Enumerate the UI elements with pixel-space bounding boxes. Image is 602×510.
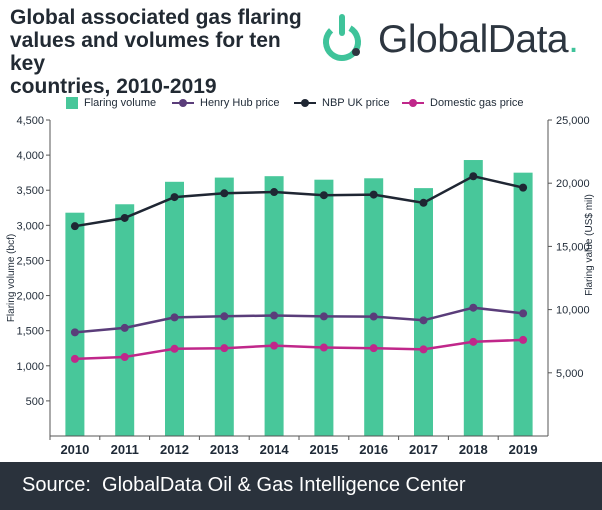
y2-tick-label: 5,000	[556, 368, 584, 380]
point-henry-hub-2012	[170, 313, 179, 322]
lines-layer	[70, 172, 528, 363]
point-nbp-2015	[319, 191, 328, 200]
x-tick-label: 2012	[160, 442, 189, 457]
globaldata-logo-text: GlobalData.	[378, 18, 579, 61]
legend-swatch-domestic	[402, 97, 424, 109]
chart-title: Global associated gas flaring values and…	[10, 6, 310, 98]
x-tick-label: 2015	[309, 442, 338, 457]
point-domestic-2014	[270, 341, 279, 350]
point-domestic-2015	[319, 343, 328, 352]
bar-2012	[165, 181, 184, 436]
bar-2014	[264, 176, 284, 436]
point-domestic-2016	[369, 344, 378, 353]
y-axis-title: Flaring volume (bcf)	[6, 234, 17, 322]
title-line-2: values and volumes for ten key	[10, 29, 281, 75]
legend-nbp: NBP UK price	[294, 97, 390, 109]
point-henry-hub-2013	[220, 312, 229, 321]
point-nbp-2018	[469, 172, 478, 181]
bar-2013	[214, 177, 234, 437]
x-tick-label: 2011	[111, 442, 139, 457]
legend-domestic: Domestic gas price	[402, 97, 524, 109]
y-tick-label: 1,500	[16, 326, 44, 338]
header: Global associated gas flaring values and…	[0, 0, 602, 98]
point-henry-hub-2019	[519, 309, 528, 318]
x-tick-label: 2010	[60, 442, 89, 457]
source-footer: Source: GlobalData Oil & Gas Intelligenc…	[0, 462, 602, 510]
point-domestic-2018	[469, 337, 478, 346]
line-nbp	[74, 174, 524, 228]
x-tick-label: 2013	[210, 442, 239, 457]
y-tick-label: 2,500	[16, 255, 44, 267]
point-nbp-2017	[419, 198, 428, 207]
point-nbp-2019	[519, 183, 528, 192]
bars-layer	[65, 160, 533, 437]
y-tick-label: 1,000	[16, 361, 44, 373]
y-tick-label: 4,500	[16, 115, 44, 127]
bar-2019	[513, 172, 533, 436]
chart-svg: 500 1,000 1,500 2,000 2,500 3,000 3,500 4,000 4,…	[6, 115, 595, 457]
bar-2015	[314, 179, 334, 436]
bar-2011	[115, 204, 135, 436]
title-line-3: countries, 2010-2019	[10, 75, 217, 98]
point-henry-hub-2016	[369, 312, 378, 321]
globaldata-logo-icon	[323, 14, 361, 61]
bar-2018	[463, 160, 483, 436]
y2-axis-title: Flaring value (US$ mil)	[584, 194, 595, 296]
y-tick-label: 3,000	[16, 220, 44, 232]
y2-tick-label: 10,000	[556, 305, 590, 317]
point-nbp-2012	[170, 193, 179, 202]
x-tick-label: 2017	[409, 442, 438, 457]
y2-tick-label: 25,000	[556, 115, 590, 127]
point-domestic-2019	[519, 335, 528, 344]
legend-swatch-henry-hub	[172, 97, 194, 109]
axes-layer: 500 1,000 1,500 2,000 2,500 3,000 3,500 4,000 4,…	[6, 115, 595, 457]
bar-2017	[414, 188, 433, 436]
point-domestic-2010	[70, 354, 79, 363]
point-domestic-2012	[170, 344, 179, 353]
line-domestic	[74, 338, 524, 361]
point-domestic-2013	[220, 344, 229, 353]
point-nbp-2014	[270, 188, 279, 197]
point-domestic-2011	[120, 353, 129, 361]
bar-2016	[364, 178, 384, 437]
y2-tick-label: 20,000	[556, 178, 590, 190]
chart-legend: Flaring volume Henry Hub price NBP UK pr…	[0, 95, 602, 115]
x-tick-label: 2018	[459, 442, 488, 457]
point-nbp-2010	[70, 222, 79, 231]
legend-henry-hub: Henry Hub price	[172, 97, 279, 109]
source-text: Source: GlobalData Oil & Gas Intelligenc…	[22, 474, 466, 496]
point-henry-hub-2011	[120, 323, 129, 332]
legend-label-henry-hub: Henry Hub price	[200, 97, 280, 109]
bar-2010	[65, 212, 85, 436]
point-nbp-2016	[369, 190, 378, 199]
globaldata-logo: GlobalData.	[318, 12, 588, 70]
point-nbp-2013	[220, 189, 229, 198]
legend-label-domestic: Domestic gas price	[430, 97, 524, 109]
x-tick-label: 2016	[359, 442, 388, 457]
line-henry-hub	[74, 306, 524, 334]
x-tick-label: 2014	[260, 442, 290, 457]
point-domestic-2017	[419, 345, 428, 354]
y-tick-label: 3,500	[16, 185, 44, 197]
legend-swatch-bar	[66, 97, 78, 109]
y-tick-label: 2,000	[16, 291, 44, 303]
y-tick-label: 4,000	[16, 150, 44, 162]
point-nbp-2011	[120, 213, 129, 222]
point-henry-hub-2010	[70, 328, 79, 337]
point-henry-hub-2015	[319, 312, 328, 321]
point-henry-hub-2018	[469, 303, 478, 312]
chart-area: 500 1,000 1,500 2,000 2,500 3,000 3,500 4,000 4,…	[0, 86, 602, 462]
legend-label-flaring-volume: Flaring volume	[84, 97, 157, 109]
y-tick-label: 500	[26, 396, 44, 408]
y2-tick-label: 15,000	[556, 241, 590, 253]
point-henry-hub-2017	[419, 316, 428, 325]
legend-flaring-volume: Flaring volume	[66, 97, 156, 109]
point-henry-hub-2014	[270, 311, 279, 320]
x-tick-label: 2019	[509, 442, 538, 457]
legend-swatch-nbp	[294, 97, 316, 109]
legend-label-nbp: NBP UK price	[322, 97, 390, 109]
title-line-1: Global associated gas flaring	[10, 6, 302, 29]
